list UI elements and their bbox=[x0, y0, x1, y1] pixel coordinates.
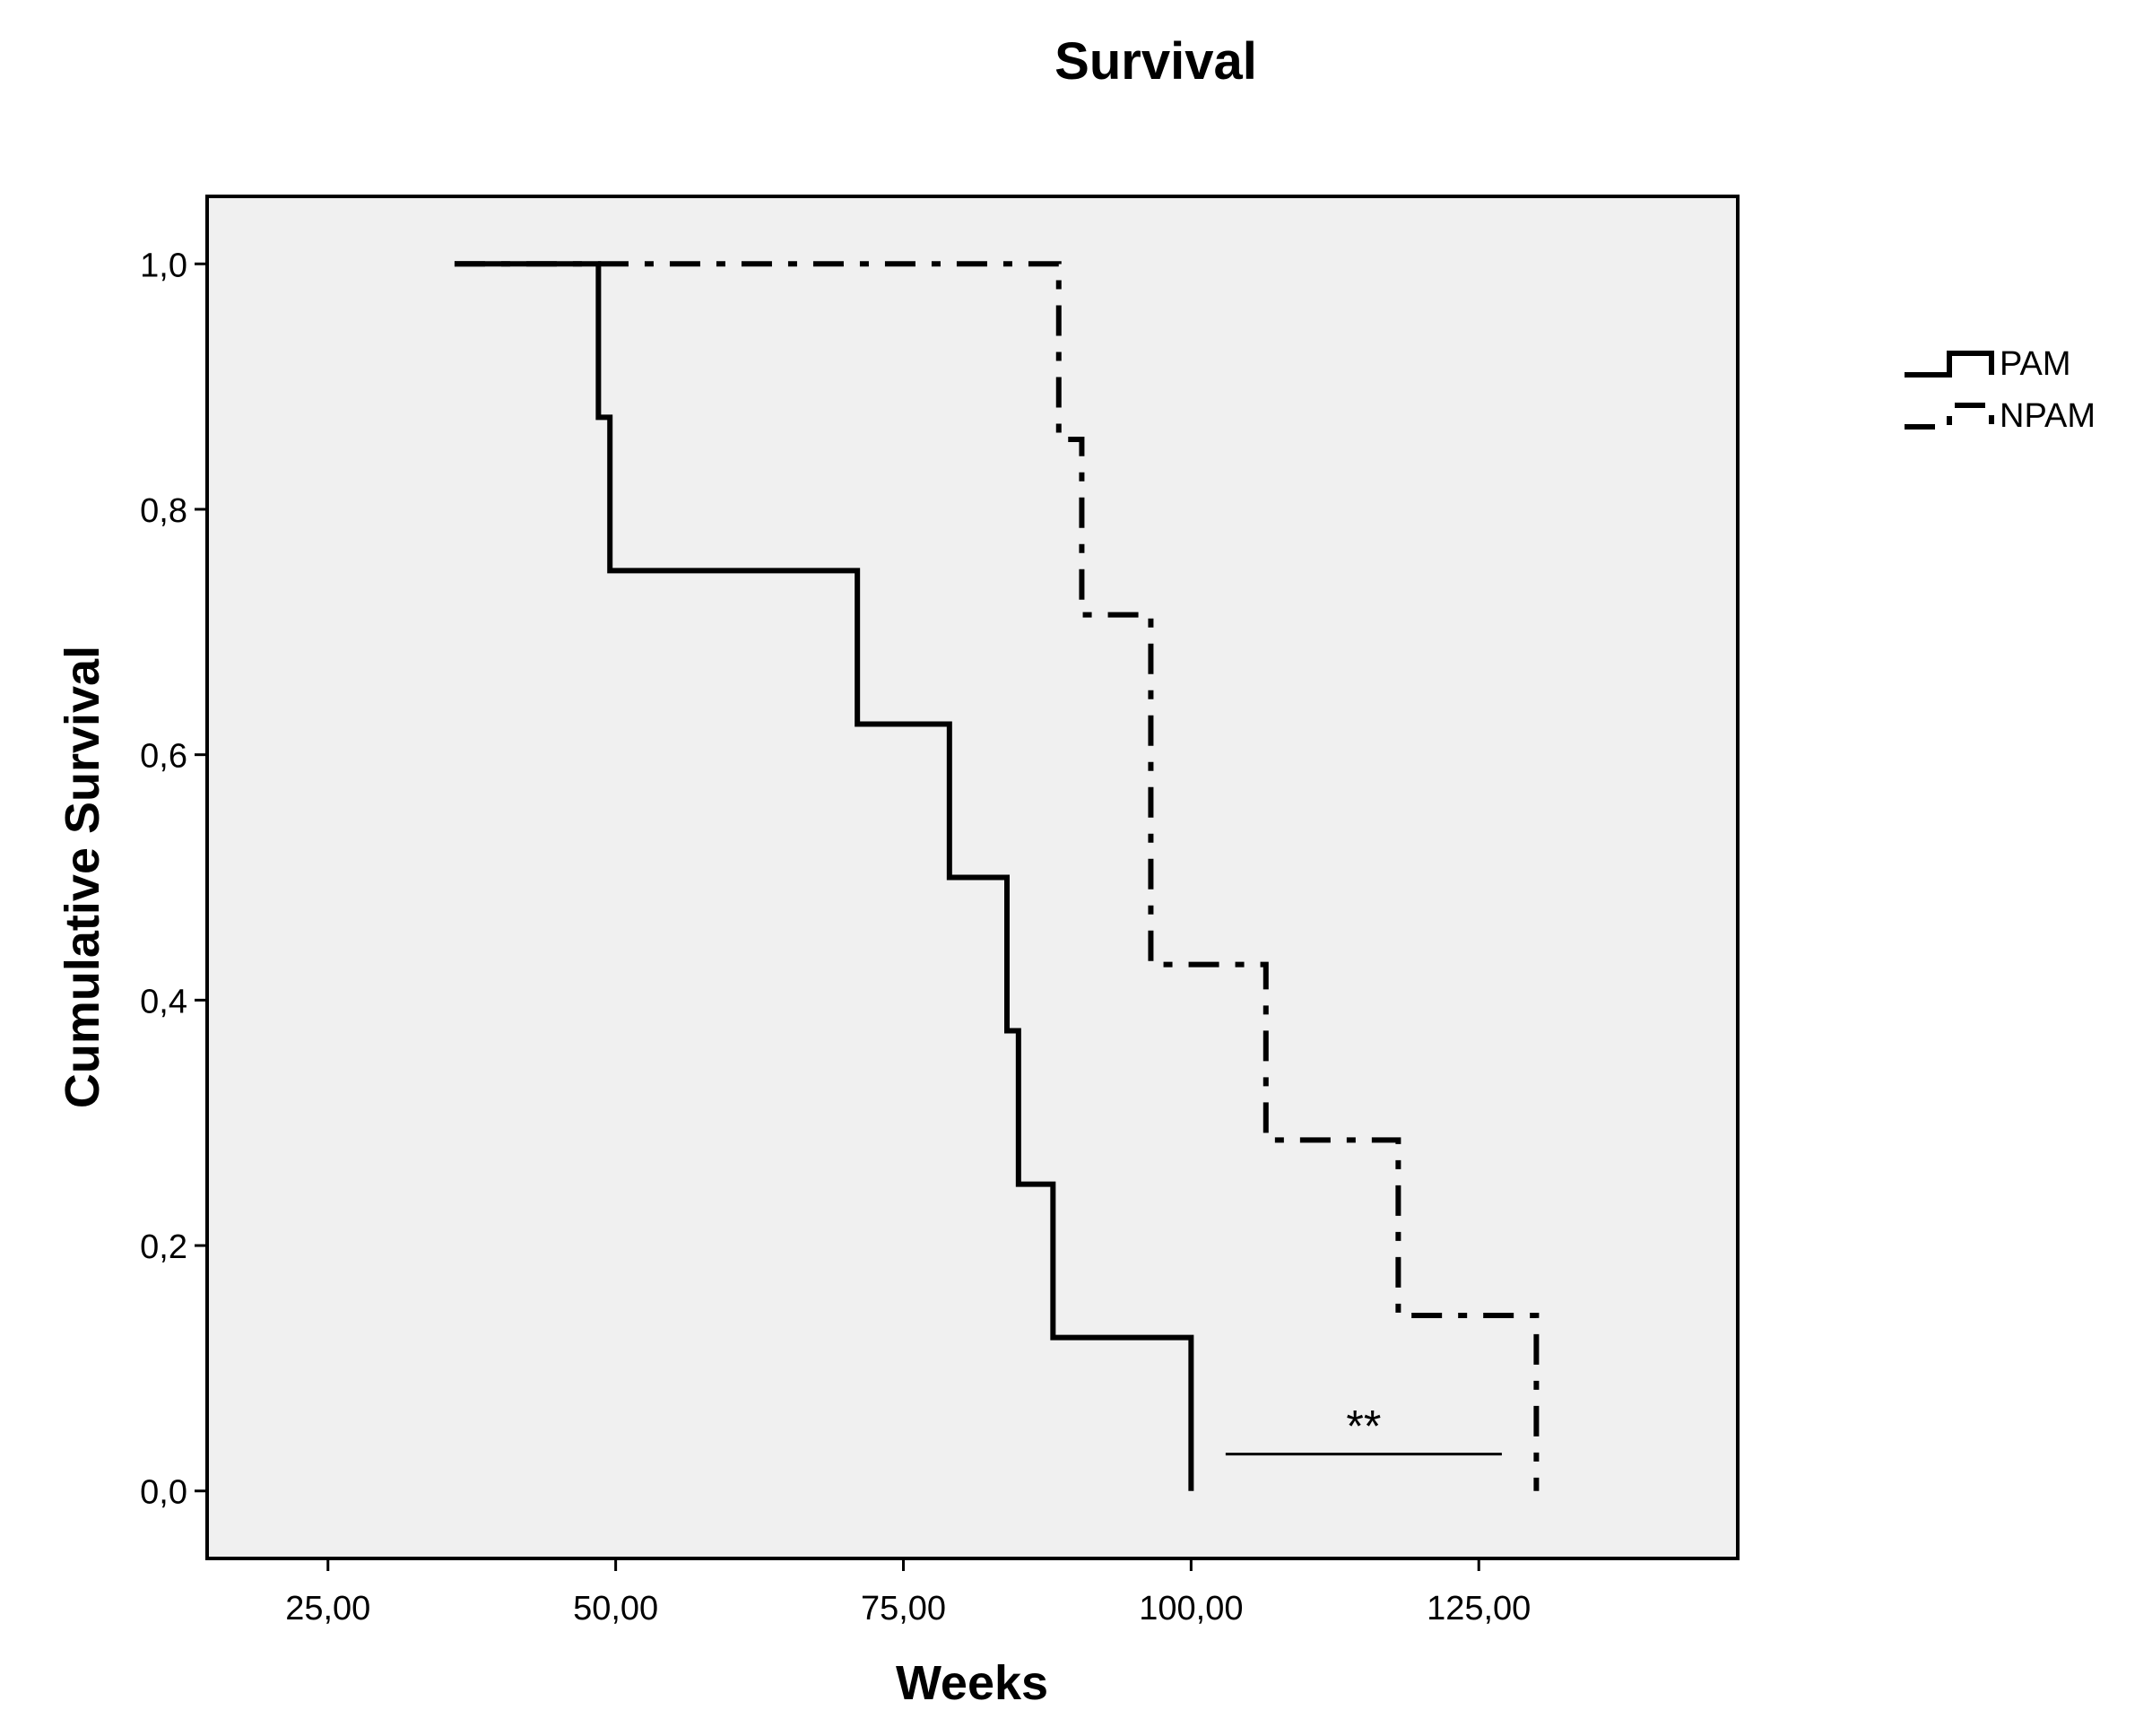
y-tick-label: 0,0 bbox=[140, 1474, 187, 1512]
legend-swatch bbox=[1905, 403, 1994, 430]
x-axis: 25,00 50,00 75,00 100,00 125,00 bbox=[285, 1558, 1531, 1628]
y-axis-label: Cumulative Survival bbox=[56, 646, 109, 1108]
legend-item-pam: PAM bbox=[1905, 345, 2071, 383]
chart-title: Survival bbox=[1054, 32, 1257, 91]
y-tick-label: 0,4 bbox=[140, 983, 187, 1020]
legend: PAM NPAM bbox=[1905, 345, 2096, 435]
y-tick-label: 0,2 bbox=[140, 1228, 187, 1266]
significance-marker: ** bbox=[1346, 1402, 1381, 1452]
annotation-layer: ** bbox=[1225, 1402, 1502, 1456]
series-line-pam bbox=[454, 261, 1194, 1491]
y-tick-label: 1,0 bbox=[140, 247, 187, 284]
x-tick-label: 125,00 bbox=[1427, 1590, 1531, 1628]
legend-item-npam: NPAM bbox=[1905, 397, 2096, 435]
y-tick-label: 0,8 bbox=[140, 492, 187, 530]
x-axis-label: Weeks bbox=[896, 1656, 1048, 1710]
x-tick-label: 100,00 bbox=[1139, 1590, 1243, 1628]
y-axis: 0,0 0,2 0,4 0,6 0,8 1,0 bbox=[140, 247, 207, 1512]
x-tick-label: 25,00 bbox=[285, 1590, 370, 1628]
y-tick-label: 0,6 bbox=[140, 738, 187, 776]
series-layer bbox=[454, 261, 1540, 1491]
x-tick-label: 75,00 bbox=[861, 1590, 946, 1628]
x-tick-label: 50,00 bbox=[573, 1590, 658, 1628]
legend-swatch bbox=[1905, 351, 1994, 378]
legend-label: NPAM bbox=[2000, 397, 2096, 435]
legend-label: PAM bbox=[2000, 345, 2071, 383]
